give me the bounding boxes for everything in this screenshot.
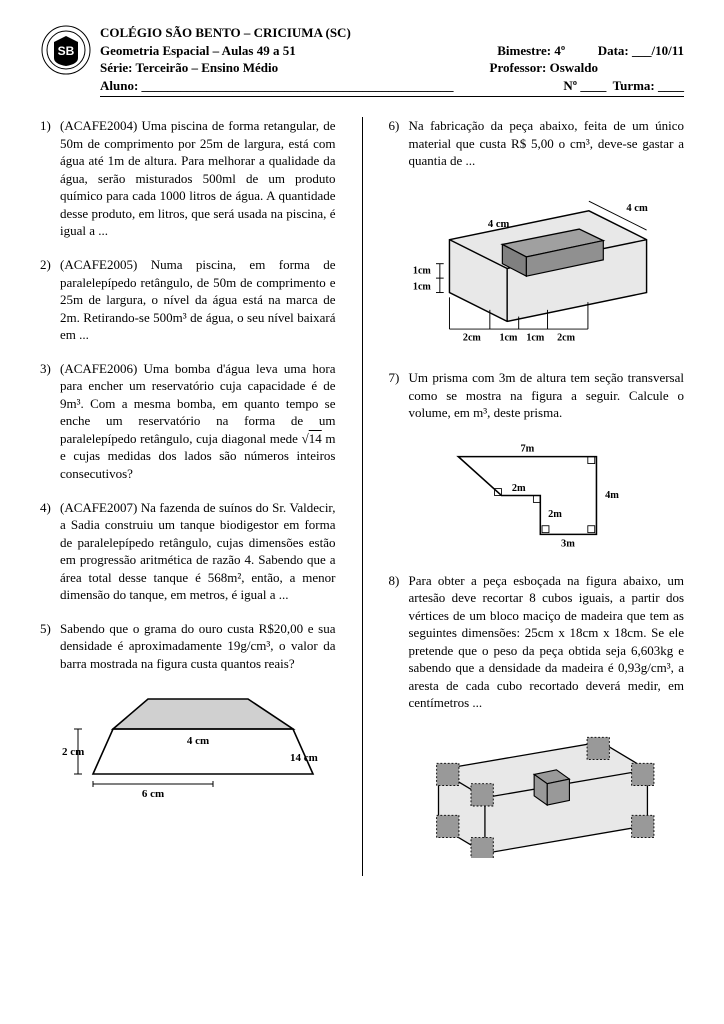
question-number: 5) [40, 620, 60, 673]
number: Nº ____ [563, 78, 606, 93]
question-6: 6) Na fabricação da peça abaixo, feita d… [389, 117, 685, 170]
svg-text:1cm: 1cm [413, 281, 432, 292]
date: Data: ___/10/11 [598, 43, 684, 58]
question-text: (ACAFE2006) Uma bomba d'água leva uma ho… [60, 360, 336, 483]
svg-text:2m: 2m [512, 483, 526, 494]
question-number: 7) [389, 369, 409, 422]
svg-text:2cm: 2cm [557, 332, 576, 343]
question-3: 3) (ACAFE2006) Uma bomba d'água leva uma… [40, 360, 336, 483]
content-columns: 1) (ACAFE2004) Uma piscina de forma reta… [40, 117, 684, 876]
question-number: 2) [40, 256, 60, 344]
svg-text:7m: 7m [521, 443, 535, 454]
question-8: 8) Para obter a peça esboçada na figura … [389, 572, 685, 712]
question-5: 5) Sabendo que o grama do ouro custa R$2… [40, 620, 336, 673]
question-number: 3) [40, 360, 60, 483]
figure-q8 [389, 728, 685, 863]
svg-text:4 cm: 4 cm [488, 219, 510, 230]
svg-text:14 cm: 14 cm [290, 752, 318, 764]
svg-text:4m: 4m [605, 490, 619, 501]
question-text: (ACAFE2005) Numa piscina, em forma de pa… [60, 256, 336, 344]
question-text: Um prisma com 3m de altura tem seção tra… [409, 369, 685, 422]
left-column: 1) (ACAFE2004) Uma piscina de forma reta… [40, 117, 336, 876]
school-logo-icon: SB [40, 24, 92, 76]
professor: Professor: Oswaldo [490, 59, 598, 77]
question-text: Para obter a peça esboçada na figura aba… [409, 572, 685, 712]
bimester: Bimestre: 4º [497, 43, 565, 58]
svg-text:SB: SB [58, 44, 75, 58]
svg-text:2 cm: 2 cm [62, 746, 84, 758]
header: SB COLÉGIO SÃO BENTO – CRICIUMA (SC) Geo… [40, 24, 684, 97]
figure-q6: 4 cm 4 cm 1cm 1cm 2cm 1cm 1cm 2cm [389, 186, 685, 356]
figure-q7: 7m 4m 3m 2m 2m [389, 438, 685, 558]
svg-text:4 cm: 4 cm [187, 735, 209, 747]
question-text: (ACAFE2007) Na fazenda de suínos do Sr. … [60, 499, 336, 604]
figure-q5: 4 cm 2 cm 6 cm 14 cm [40, 689, 336, 814]
question-2: 2) (ACAFE2005) Numa piscina, em forma de… [40, 256, 336, 344]
question-number: 8) [389, 572, 409, 712]
question-number: 1) [40, 117, 60, 240]
svg-text:2m: 2m [548, 509, 562, 520]
right-column: 6) Na fabricação da peça abaixo, feita d… [389, 117, 685, 876]
class: Turma: ____ [613, 78, 684, 93]
question-number: 6) [389, 117, 409, 170]
question-number: 4) [40, 499, 60, 604]
subject: Geometria Espacial – Aulas 49 a 51 [100, 42, 296, 60]
series: Série: Terceirão – Ensino Médio [100, 59, 278, 77]
question-text: Sabendo que o grama do ouro custa R$20,0… [60, 620, 336, 673]
question-text: (ACAFE2004) Uma piscina de forma retangu… [60, 117, 336, 240]
question-4: 4) (ACAFE2007) Na fazenda de suínos do S… [40, 499, 336, 604]
worksheet-page: SB COLÉGIO SÃO BENTO – CRICIUMA (SC) Geo… [0, 0, 724, 1024]
svg-text:6 cm: 6 cm [142, 788, 164, 800]
student: Aluno: _________________________________… [100, 77, 454, 95]
svg-text:1cm: 1cm [527, 332, 546, 343]
column-divider [362, 117, 363, 876]
school-name: COLÉGIO SÃO BENTO – CRICIUMA (SC) [100, 24, 684, 42]
question-text: Na fabricação da peça abaixo, feita de u… [409, 117, 685, 170]
svg-text:1cm: 1cm [500, 332, 519, 343]
svg-text:4 cm: 4 cm [627, 203, 649, 214]
svg-text:2cm: 2cm [463, 332, 482, 343]
header-text: COLÉGIO SÃO BENTO – CRICIUMA (SC) Geomet… [100, 24, 684, 97]
svg-text:3m: 3m [561, 538, 575, 549]
question-7: 7) Um prisma com 3m de altura tem seção … [389, 369, 685, 422]
svg-text:1cm: 1cm [413, 265, 432, 276]
question-1: 1) (ACAFE2004) Uma piscina de forma reta… [40, 117, 336, 240]
